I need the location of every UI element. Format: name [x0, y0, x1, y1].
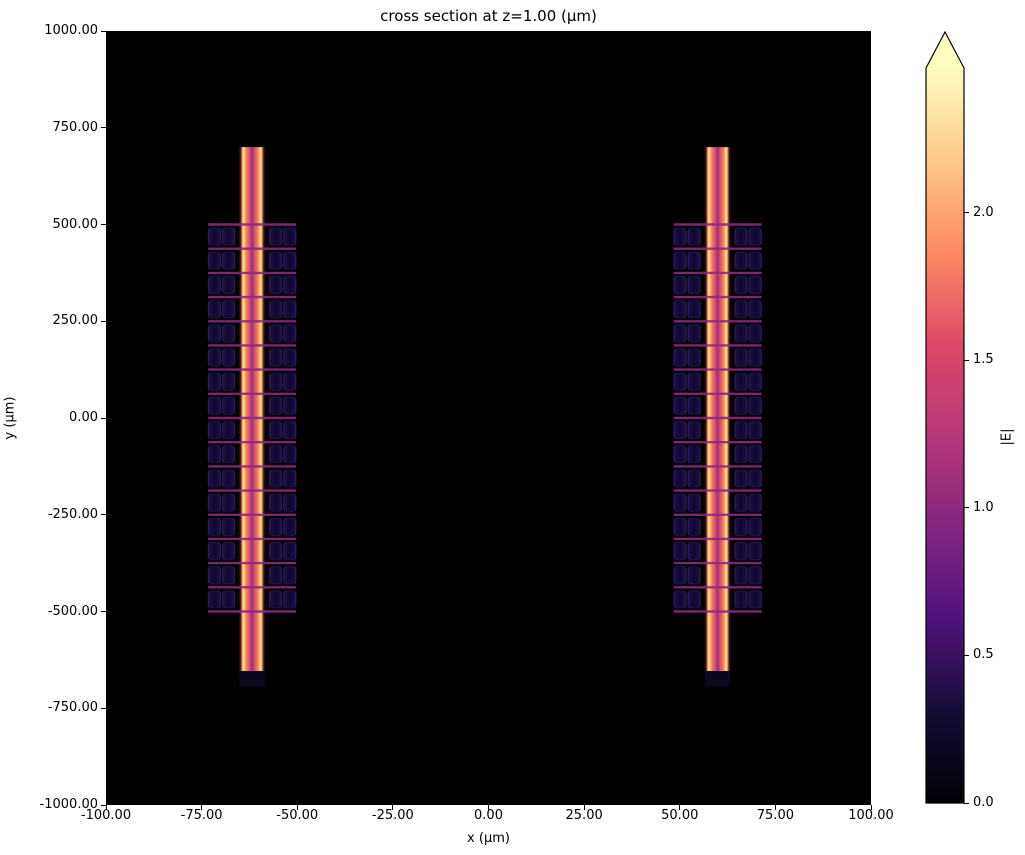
colorbar-tick-label: 2.0 — [973, 204, 994, 220]
x-tick-label: 25.00 — [565, 808, 603, 823]
y-tick-label: 750.00 — [52, 119, 99, 135]
y-tick-label: -250.00 — [47, 506, 98, 522]
y-tick-mark — [101, 804, 106, 806]
x-tick-mark — [870, 805, 872, 810]
x-tick-mark — [583, 805, 585, 810]
y-tick-label: 1000.00 — [44, 23, 98, 38]
x-tick-label: 100.00 — [848, 808, 894, 823]
x-tick-label: -25.00 — [371, 808, 414, 823]
x-tick-mark — [392, 805, 394, 810]
x-tick-mark — [105, 805, 107, 810]
colorbar-tick-mark — [964, 212, 969, 214]
colorbar-tick-mark — [964, 359, 969, 361]
colorbar-tick-label: 0.0 — [973, 795, 994, 810]
x-tick-label: -50.00 — [276, 808, 319, 823]
y-tick-label: -500.00 — [47, 603, 98, 619]
colorbar-tick-label: 0.5 — [973, 647, 994, 663]
colorbar-bar — [925, 30, 965, 804]
y-axis-label: y (μm) — [2, 396, 18, 440]
x-axis-label: x (μm) — [467, 831, 510, 846]
y-tick-mark — [101, 707, 106, 709]
y-tick-mark — [101, 514, 106, 516]
y-tick-label: 0.00 — [69, 410, 98, 425]
y-tick-mark — [101, 127, 106, 129]
x-tick-mark — [774, 805, 776, 810]
x-tick-label: 50.00 — [661, 808, 699, 823]
colorbar-tick-mark — [964, 802, 969, 804]
colorbar-label: |E| — [999, 428, 1015, 446]
y-tick-mark — [101, 224, 106, 225]
y-tick-mark — [101, 30, 106, 32]
colorbar-tick-mark — [964, 654, 969, 656]
x-tick-mark — [488, 805, 489, 810]
x-tick-mark — [679, 805, 681, 810]
y-tick-label: -1000.00 — [39, 797, 98, 812]
x-tick-label: 75.00 — [756, 808, 794, 823]
colorbar-tick-label: 1.0 — [973, 499, 994, 515]
x-tick-mark — [296, 805, 298, 810]
y-tick-mark — [101, 320, 106, 322]
x-tick-label: -100.00 — [80, 808, 132, 823]
x-tick-mark — [201, 805, 203, 810]
structure — [673, 147, 763, 687]
heatmap-canvas — [106, 31, 871, 805]
colorbar-tick-label: 1.5 — [973, 352, 994, 368]
plot-title: cross section at z=1.00 (μm) — [380, 7, 597, 25]
y-tick-label: 250.00 — [52, 313, 99, 329]
y-tick-label: 500.00 — [52, 216, 99, 232]
structure — [207, 147, 297, 687]
plot-area — [106, 31, 871, 805]
y-tick-mark — [101, 417, 106, 419]
colorbar-tick-mark — [964, 507, 969, 509]
x-tick-label: -75.00 — [180, 808, 223, 823]
y-tick-label: -750.00 — [47, 700, 98, 716]
y-tick-mark — [101, 611, 106, 612]
x-tick-label: 0.00 — [474, 808, 503, 823]
colorbar — [925, 30, 965, 804]
